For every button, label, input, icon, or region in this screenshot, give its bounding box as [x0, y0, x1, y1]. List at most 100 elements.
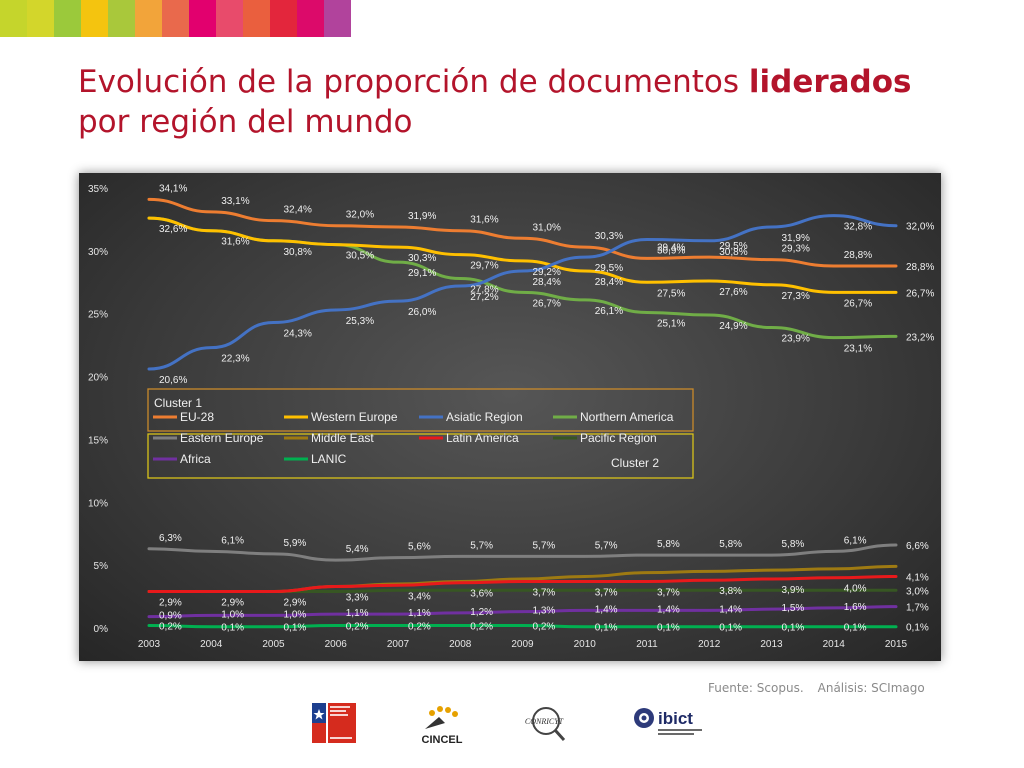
x-tick-label: 2015	[885, 639, 908, 650]
data-label: 30,9%	[657, 246, 685, 257]
y-tick-label: 15%	[88, 435, 108, 446]
title-text-line2: por región del mundo	[78, 104, 413, 140]
stripe-block	[162, 0, 189, 37]
data-label: 0,9%	[159, 611, 182, 622]
data-label: 32,6%	[159, 224, 187, 235]
data-label: 0,1%	[221, 623, 244, 634]
data-label: 33,1%	[221, 196, 249, 207]
data-label: 1,4%	[657, 604, 680, 615]
source-note: Fuente: Scopus. Análisis: SCImago	[708, 681, 925, 695]
data-label: 6,1%	[221, 535, 244, 546]
x-tick-label: 2004	[200, 639, 223, 650]
data-label: 0,1%	[284, 623, 307, 634]
data-label: 29,1%	[408, 268, 436, 279]
series-line	[147, 214, 898, 371]
legend-entry: Asiatic Region	[446, 410, 523, 424]
legend-cluster2-box	[147, 433, 694, 479]
series-line	[147, 623, 898, 629]
data-label: 6,3%	[159, 533, 182, 544]
legend-entry: Northern America	[580, 410, 674, 424]
data-label: 1,4%	[719, 604, 742, 615]
series-line	[147, 543, 898, 562]
data-label: 25,1%	[657, 318, 685, 329]
data-label: 27,5%	[657, 288, 685, 299]
legend-entry: Africa	[180, 452, 211, 466]
y-tick-label: 5%	[94, 561, 109, 572]
series-line	[147, 216, 898, 294]
data-label: 3,7%	[533, 587, 556, 598]
data-label: 3,7%	[595, 587, 618, 598]
y-tick-label: 0%	[94, 624, 109, 635]
y-tick-label: 25%	[88, 310, 108, 321]
data-label: 0,1%	[595, 623, 618, 634]
x-tick-label: 2005	[262, 639, 285, 650]
series-line	[147, 197, 898, 268]
legend-cluster1-label: Cluster 1	[154, 396, 202, 410]
legend-entry: Pacific Region	[580, 431, 657, 445]
data-label: 22,3%	[221, 354, 249, 365]
title-text: Evolución de la proporción de documentos	[78, 64, 749, 100]
data-label: 5,6%	[408, 542, 431, 553]
data-label: 30,3%	[595, 231, 623, 242]
stripe-block	[297, 0, 324, 37]
stripe-block	[81, 0, 108, 37]
line-chart: 0% 5% 10% 15% 20% 25% 30% 35% 2003 2004 2005 2006 20…	[88, 183, 934, 650]
ibict-logo-text: ibict	[658, 709, 693, 728]
data-label: 26,0%	[408, 307, 436, 318]
data-label: 26,7%	[844, 298, 872, 309]
data-label: 5,7%	[470, 540, 493, 551]
legend-cluster1-box	[147, 388, 694, 432]
data-label: 5,8%	[719, 539, 742, 550]
data-label: 1,4%	[595, 604, 618, 615]
conricyt-logo-text: CONRICYT	[525, 717, 564, 726]
data-label: 1,6%	[844, 602, 867, 613]
data-label: 3,3%	[346, 593, 369, 604]
cincel-logo-icon: CINCEL	[417, 703, 467, 746]
data-label: 26,1%	[595, 306, 623, 317]
data-label: 32,8%	[844, 222, 872, 233]
stripe-block	[270, 0, 297, 37]
data-label: 29,7%	[470, 261, 498, 272]
data-label: 27,8%	[470, 285, 498, 296]
data-label: 3,8%	[719, 586, 742, 597]
data-label: 2,9%	[284, 598, 307, 609]
series-line	[147, 574, 898, 594]
x-tick-label: 2007	[387, 639, 410, 650]
legend-entry: LANIC	[311, 452, 347, 466]
data-label: 29,2%	[533, 267, 561, 278]
data-label: 31,9%	[782, 233, 810, 244]
data-label: 0,1%	[657, 623, 680, 634]
data-label: 25,3%	[346, 316, 374, 327]
y-tick-label: 20%	[88, 373, 108, 384]
data-label: 4,1%	[906, 572, 929, 583]
legend-entry: EU-28	[180, 410, 214, 424]
series-line	[147, 605, 898, 619]
data-label: 3,4%	[408, 591, 431, 602]
data-label: 34,1%	[159, 183, 187, 194]
legend-entry: Latin America	[446, 431, 519, 445]
data-label: 1,7%	[906, 603, 929, 614]
data-label: 28,8%	[844, 250, 872, 261]
data-label: 1,0%	[221, 609, 244, 620]
data-label: 29,5%	[595, 263, 623, 274]
data-label: 29,5%	[719, 241, 747, 252]
legend-entry: Western Europe	[311, 410, 398, 424]
data-label: 26,7%	[906, 288, 934, 299]
data-label: 24,3%	[284, 329, 312, 340]
data-label: 1,0%	[284, 609, 307, 620]
chile-ministry-logo-icon	[312, 703, 356, 743]
data-label: 0,2%	[533, 621, 556, 632]
x-tick-label: 2006	[325, 639, 348, 650]
data-label: 2,9%	[159, 598, 182, 609]
data-label: 31,0%	[533, 222, 561, 233]
data-label: 30,8%	[284, 247, 312, 258]
data-label: 0,2%	[159, 621, 182, 632]
slide-title: Evolución de la proporción de documentos…	[78, 62, 978, 142]
stripe-block	[216, 0, 243, 37]
legend-cluster2-label: Cluster 2	[611, 456, 659, 470]
data-label: 1,1%	[346, 608, 369, 619]
stripe-block	[243, 0, 270, 37]
x-tick-label: 2012	[698, 639, 721, 650]
x-tick-label: 2013	[760, 639, 783, 650]
data-label: 0,1%	[719, 623, 742, 634]
